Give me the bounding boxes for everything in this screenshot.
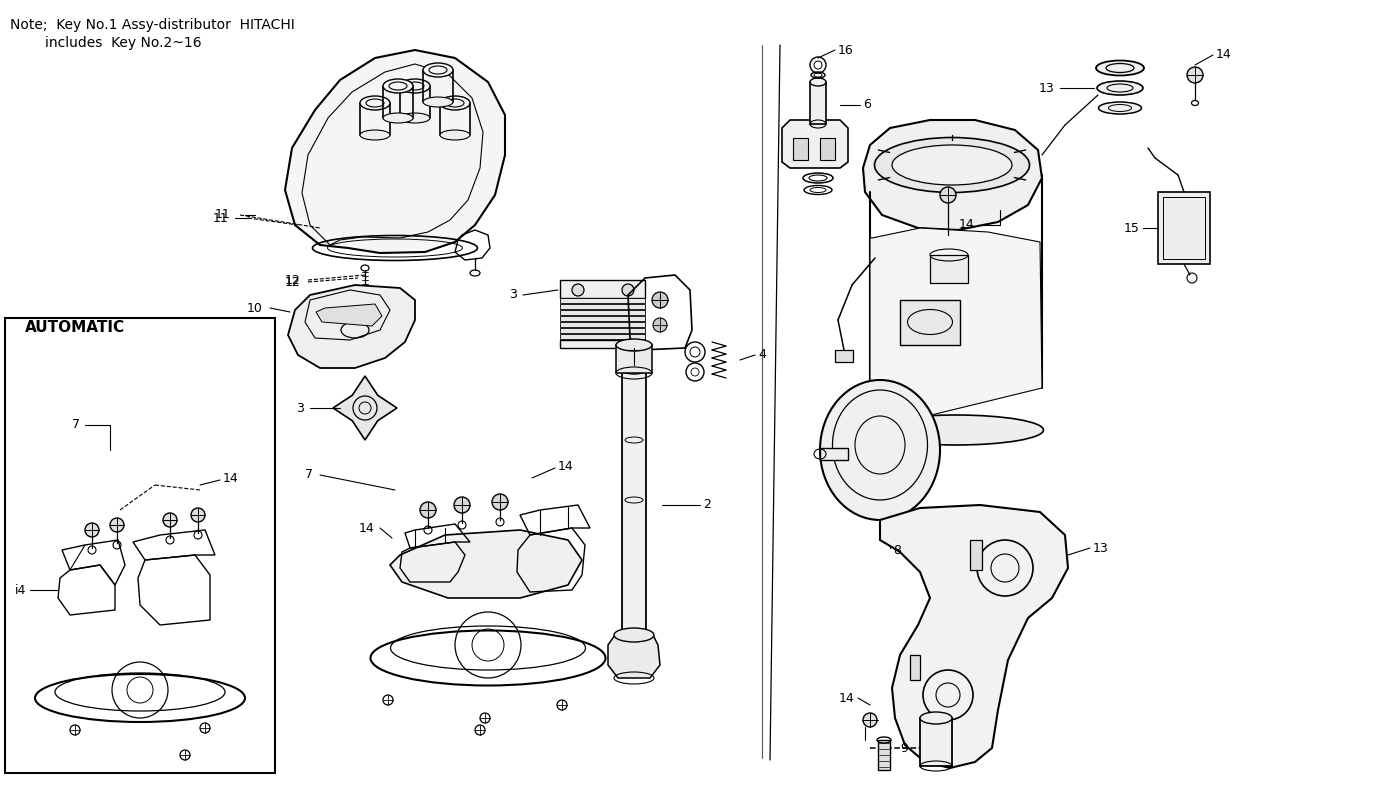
Bar bbox=[6, 318, 274, 773]
Circle shape bbox=[454, 497, 470, 513]
Text: AUTOMATIC: AUTOMATIC bbox=[25, 321, 125, 335]
Bar bbox=[622, 370, 645, 635]
Bar bbox=[560, 322, 645, 327]
Bar bbox=[910, 655, 920, 680]
Circle shape bbox=[111, 518, 125, 532]
Bar bbox=[820, 138, 834, 160]
Bar bbox=[1158, 192, 1210, 264]
Text: 6: 6 bbox=[862, 98, 871, 111]
Bar bbox=[930, 255, 967, 283]
Ellipse shape bbox=[875, 138, 1029, 193]
Bar bbox=[616, 345, 652, 373]
Bar bbox=[560, 304, 645, 309]
Circle shape bbox=[652, 318, 666, 332]
Text: 2: 2 bbox=[703, 498, 711, 511]
Polygon shape bbox=[316, 304, 382, 326]
Bar bbox=[820, 448, 848, 460]
Text: 12: 12 bbox=[284, 274, 300, 286]
Ellipse shape bbox=[384, 113, 413, 123]
Ellipse shape bbox=[892, 145, 1012, 185]
Text: 10: 10 bbox=[248, 302, 263, 314]
Bar bbox=[878, 740, 890, 770]
Bar bbox=[560, 316, 645, 321]
Ellipse shape bbox=[820, 380, 939, 520]
Polygon shape bbox=[862, 120, 1042, 230]
Text: 9: 9 bbox=[900, 742, 907, 754]
Ellipse shape bbox=[1099, 102, 1141, 114]
Text: includes  Key No.2~16: includes Key No.2~16 bbox=[45, 36, 202, 50]
Circle shape bbox=[573, 284, 584, 296]
Text: 15: 15 bbox=[1124, 222, 1140, 234]
Ellipse shape bbox=[440, 96, 470, 110]
Polygon shape bbox=[391, 530, 582, 598]
Text: 14: 14 bbox=[559, 459, 574, 473]
Ellipse shape bbox=[1096, 61, 1144, 75]
Ellipse shape bbox=[423, 97, 454, 107]
Polygon shape bbox=[288, 285, 414, 368]
Bar bbox=[560, 328, 645, 333]
Circle shape bbox=[1187, 67, 1203, 83]
Polygon shape bbox=[333, 376, 398, 440]
Polygon shape bbox=[881, 505, 1068, 768]
Text: 16: 16 bbox=[839, 43, 854, 57]
Text: 14: 14 bbox=[358, 522, 374, 534]
Circle shape bbox=[162, 513, 176, 527]
Ellipse shape bbox=[1098, 81, 1142, 95]
Circle shape bbox=[622, 284, 634, 296]
Text: 13: 13 bbox=[1093, 542, 1109, 554]
Ellipse shape bbox=[622, 366, 645, 374]
Text: 3: 3 bbox=[297, 402, 304, 414]
Circle shape bbox=[420, 502, 435, 518]
Bar bbox=[560, 310, 645, 315]
Ellipse shape bbox=[920, 712, 952, 724]
Bar bbox=[560, 280, 645, 298]
Circle shape bbox=[491, 494, 508, 510]
Text: 7: 7 bbox=[305, 469, 314, 482]
Ellipse shape bbox=[616, 339, 652, 351]
Text: i4: i4 bbox=[14, 583, 27, 597]
Text: 13: 13 bbox=[1039, 82, 1054, 94]
Ellipse shape bbox=[400, 113, 430, 123]
Text: Note;  Key No.1 Assy-distributor  HITACHI: Note; Key No.1 Assy-distributor HITACHI bbox=[10, 18, 295, 32]
Polygon shape bbox=[869, 228, 1042, 430]
Text: 14: 14 bbox=[1217, 49, 1232, 62]
Bar bbox=[970, 540, 981, 570]
Bar bbox=[900, 300, 960, 345]
Text: 8: 8 bbox=[893, 543, 902, 557]
Text: 7: 7 bbox=[71, 418, 80, 431]
Bar bbox=[560, 298, 645, 303]
Ellipse shape bbox=[440, 130, 470, 140]
Text: 4: 4 bbox=[757, 349, 766, 362]
Text: 11: 11 bbox=[213, 211, 228, 225]
Ellipse shape bbox=[360, 130, 391, 140]
Bar bbox=[560, 334, 645, 339]
Text: 12: 12 bbox=[284, 275, 300, 289]
Circle shape bbox=[652, 292, 668, 308]
Circle shape bbox=[862, 713, 876, 727]
Text: 3: 3 bbox=[510, 289, 517, 302]
Text: 14: 14 bbox=[223, 471, 239, 485]
Bar bbox=[811, 82, 826, 124]
Ellipse shape bbox=[384, 79, 413, 93]
Polygon shape bbox=[783, 120, 848, 168]
Polygon shape bbox=[286, 50, 505, 253]
Ellipse shape bbox=[811, 78, 826, 86]
Ellipse shape bbox=[423, 63, 454, 77]
Bar bbox=[834, 350, 853, 362]
Bar bbox=[560, 340, 645, 348]
Polygon shape bbox=[608, 635, 659, 678]
Bar bbox=[1163, 197, 1205, 259]
Ellipse shape bbox=[400, 79, 430, 93]
Text: 14: 14 bbox=[958, 218, 974, 231]
Ellipse shape bbox=[868, 415, 1043, 445]
Ellipse shape bbox=[615, 628, 654, 642]
Circle shape bbox=[939, 187, 956, 203]
Text: 11: 11 bbox=[214, 209, 230, 222]
Circle shape bbox=[85, 523, 99, 537]
Text: 14: 14 bbox=[839, 691, 854, 705]
Ellipse shape bbox=[360, 96, 391, 110]
Bar bbox=[920, 718, 952, 766]
Circle shape bbox=[190, 508, 204, 522]
Bar bbox=[792, 138, 808, 160]
